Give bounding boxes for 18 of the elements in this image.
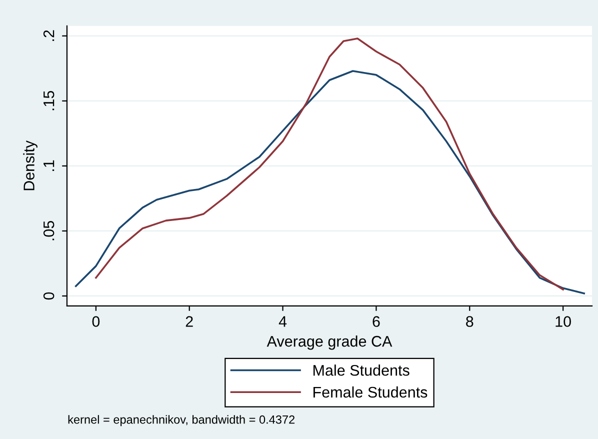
x-axis-title: Average grade CA	[266, 336, 392, 350]
x-tick-label: 4	[278, 316, 287, 327]
text: kernel = epanechnikov, bandwidth = 0.4372	[68, 415, 295, 426]
x-tick-label: 10	[556, 316, 571, 327]
x-tick-label: 0	[92, 316, 100, 327]
y-tick-label: 0	[43, 292, 54, 300]
y-tick-label: .05	[43, 220, 54, 240]
y-axis-title: Density	[23, 140, 38, 190]
y-tick-label: .15	[44, 90, 54, 110]
line-series	[95, 38, 564, 290]
y-tick-label: .1	[44, 160, 54, 171]
x-tick-label: 2	[186, 316, 193, 327]
y-tick-label: .2	[43, 30, 54, 41]
legend-label: Female Students	[313, 386, 428, 398]
x-tick-label: 6	[372, 316, 380, 327]
legend-label: Male Students	[313, 364, 410, 376]
line-series	[74, 70, 585, 294]
x-tick-label: 8	[466, 316, 474, 327]
